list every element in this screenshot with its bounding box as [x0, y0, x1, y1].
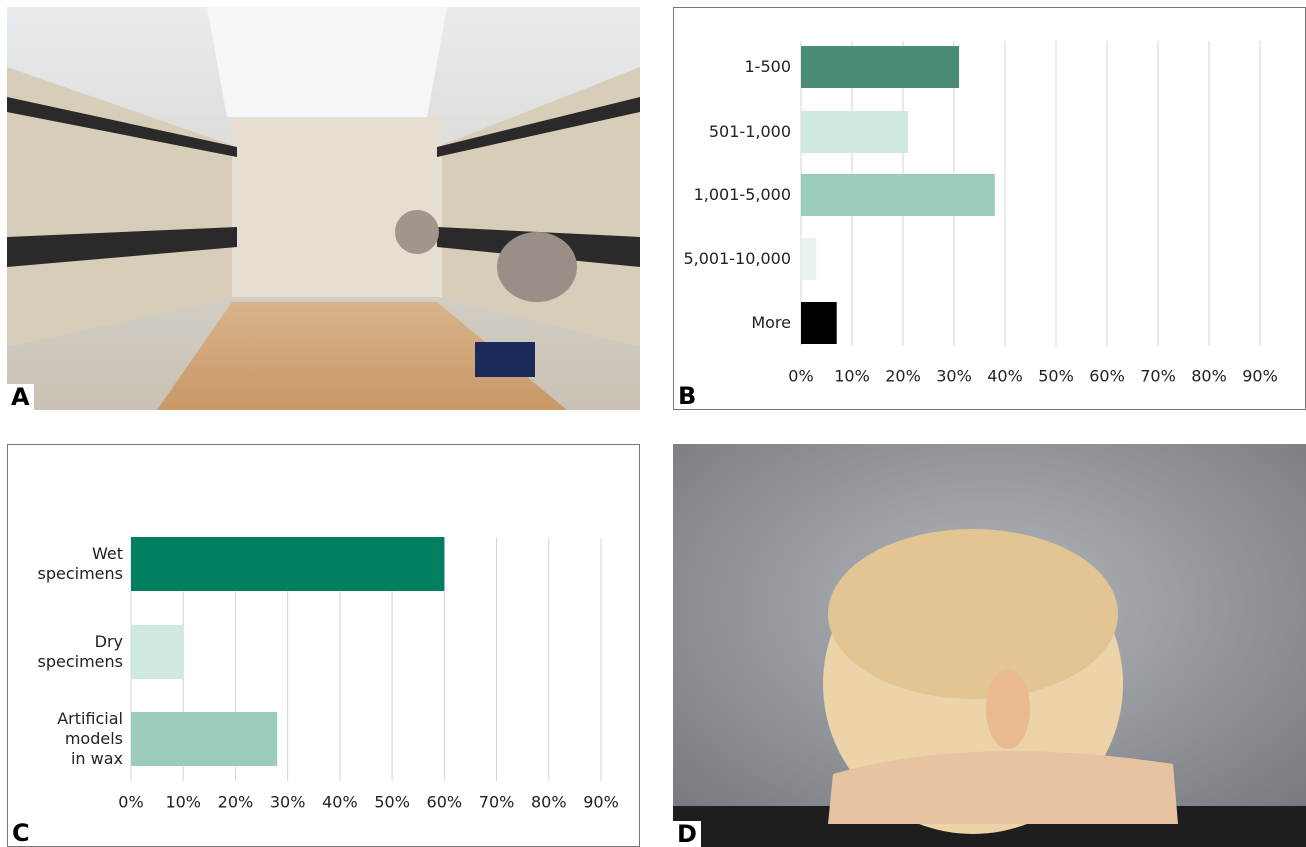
x-tick-label: 90%	[583, 793, 619, 812]
chart: 0% 10% 20% 30% 40% 50% 60% 70% 80% 90%	[788, 41, 1278, 386]
bar	[801, 174, 995, 216]
panel-label: A	[7, 384, 34, 410]
x-tick-label: 30%	[936, 367, 972, 386]
x-tick-label: 30%	[270, 793, 306, 812]
bar	[131, 712, 278, 766]
panel-label: B	[678, 382, 697, 410]
x-tick-label: 60%	[1089, 367, 1125, 386]
bar	[801, 46, 960, 88]
chart: 0% 10% 20% 30% 40% 50% 60% 70% 80% 90%	[118, 537, 619, 812]
y-tick-label: Wet specimens	[37, 544, 123, 583]
bar	[801, 238, 817, 280]
x-tick-label: 0%	[118, 793, 143, 812]
x-tick-label: 90%	[1242, 367, 1278, 386]
y-tick-label: 1-500	[744, 57, 792, 76]
x-tick-label: 80%	[1191, 367, 1227, 386]
bar	[131, 625, 184, 679]
x-tick-label: 70%	[1140, 367, 1176, 386]
photo-panel-d: D	[673, 444, 1306, 847]
y-tick-label: Artificial models in wax	[57, 709, 123, 768]
x-tick-label: 80%	[531, 793, 567, 812]
chart-panel-c: 0% 10% 20% 30% 40% 50% 60% 70% 80% 90% C Wet spec…	[7, 444, 640, 847]
bar	[801, 111, 909, 153]
x-tick-label: 70%	[479, 793, 515, 812]
wax-model-photo	[673, 444, 1306, 847]
panel-label: D	[673, 821, 701, 847]
x-tick-label: 20%	[218, 793, 254, 812]
x-tick-label: 50%	[1038, 367, 1074, 386]
x-tick-label: 0%	[788, 367, 813, 386]
x-tick-label: 40%	[322, 793, 358, 812]
x-tick-label: 10%	[165, 793, 201, 812]
x-tick-label: 20%	[885, 367, 921, 386]
y-tick-label: More	[751, 313, 791, 332]
bar	[131, 537, 445, 591]
museum-photo	[7, 7, 640, 410]
y-tick-label: 501-1,000	[708, 122, 791, 141]
y-tick-label: Dry specimens	[37, 632, 123, 671]
y-tick-label: 1,001-5,000	[693, 185, 791, 204]
x-tick-label: 60%	[427, 793, 463, 812]
y-tick-label: 5,001-10,000	[683, 249, 791, 268]
panel-label: C	[12, 819, 30, 847]
photo-panel-a: A	[7, 7, 640, 410]
x-tick-label: 40%	[987, 367, 1023, 386]
x-tick-label: 50%	[374, 793, 410, 812]
bar	[801, 302, 837, 344]
x-tick-label: 10%	[834, 367, 870, 386]
chart-panel-b: 0% 10% 20% 30% 40% 50% 60% 70% 80% 90% B 1-500 501…	[673, 7, 1306, 410]
